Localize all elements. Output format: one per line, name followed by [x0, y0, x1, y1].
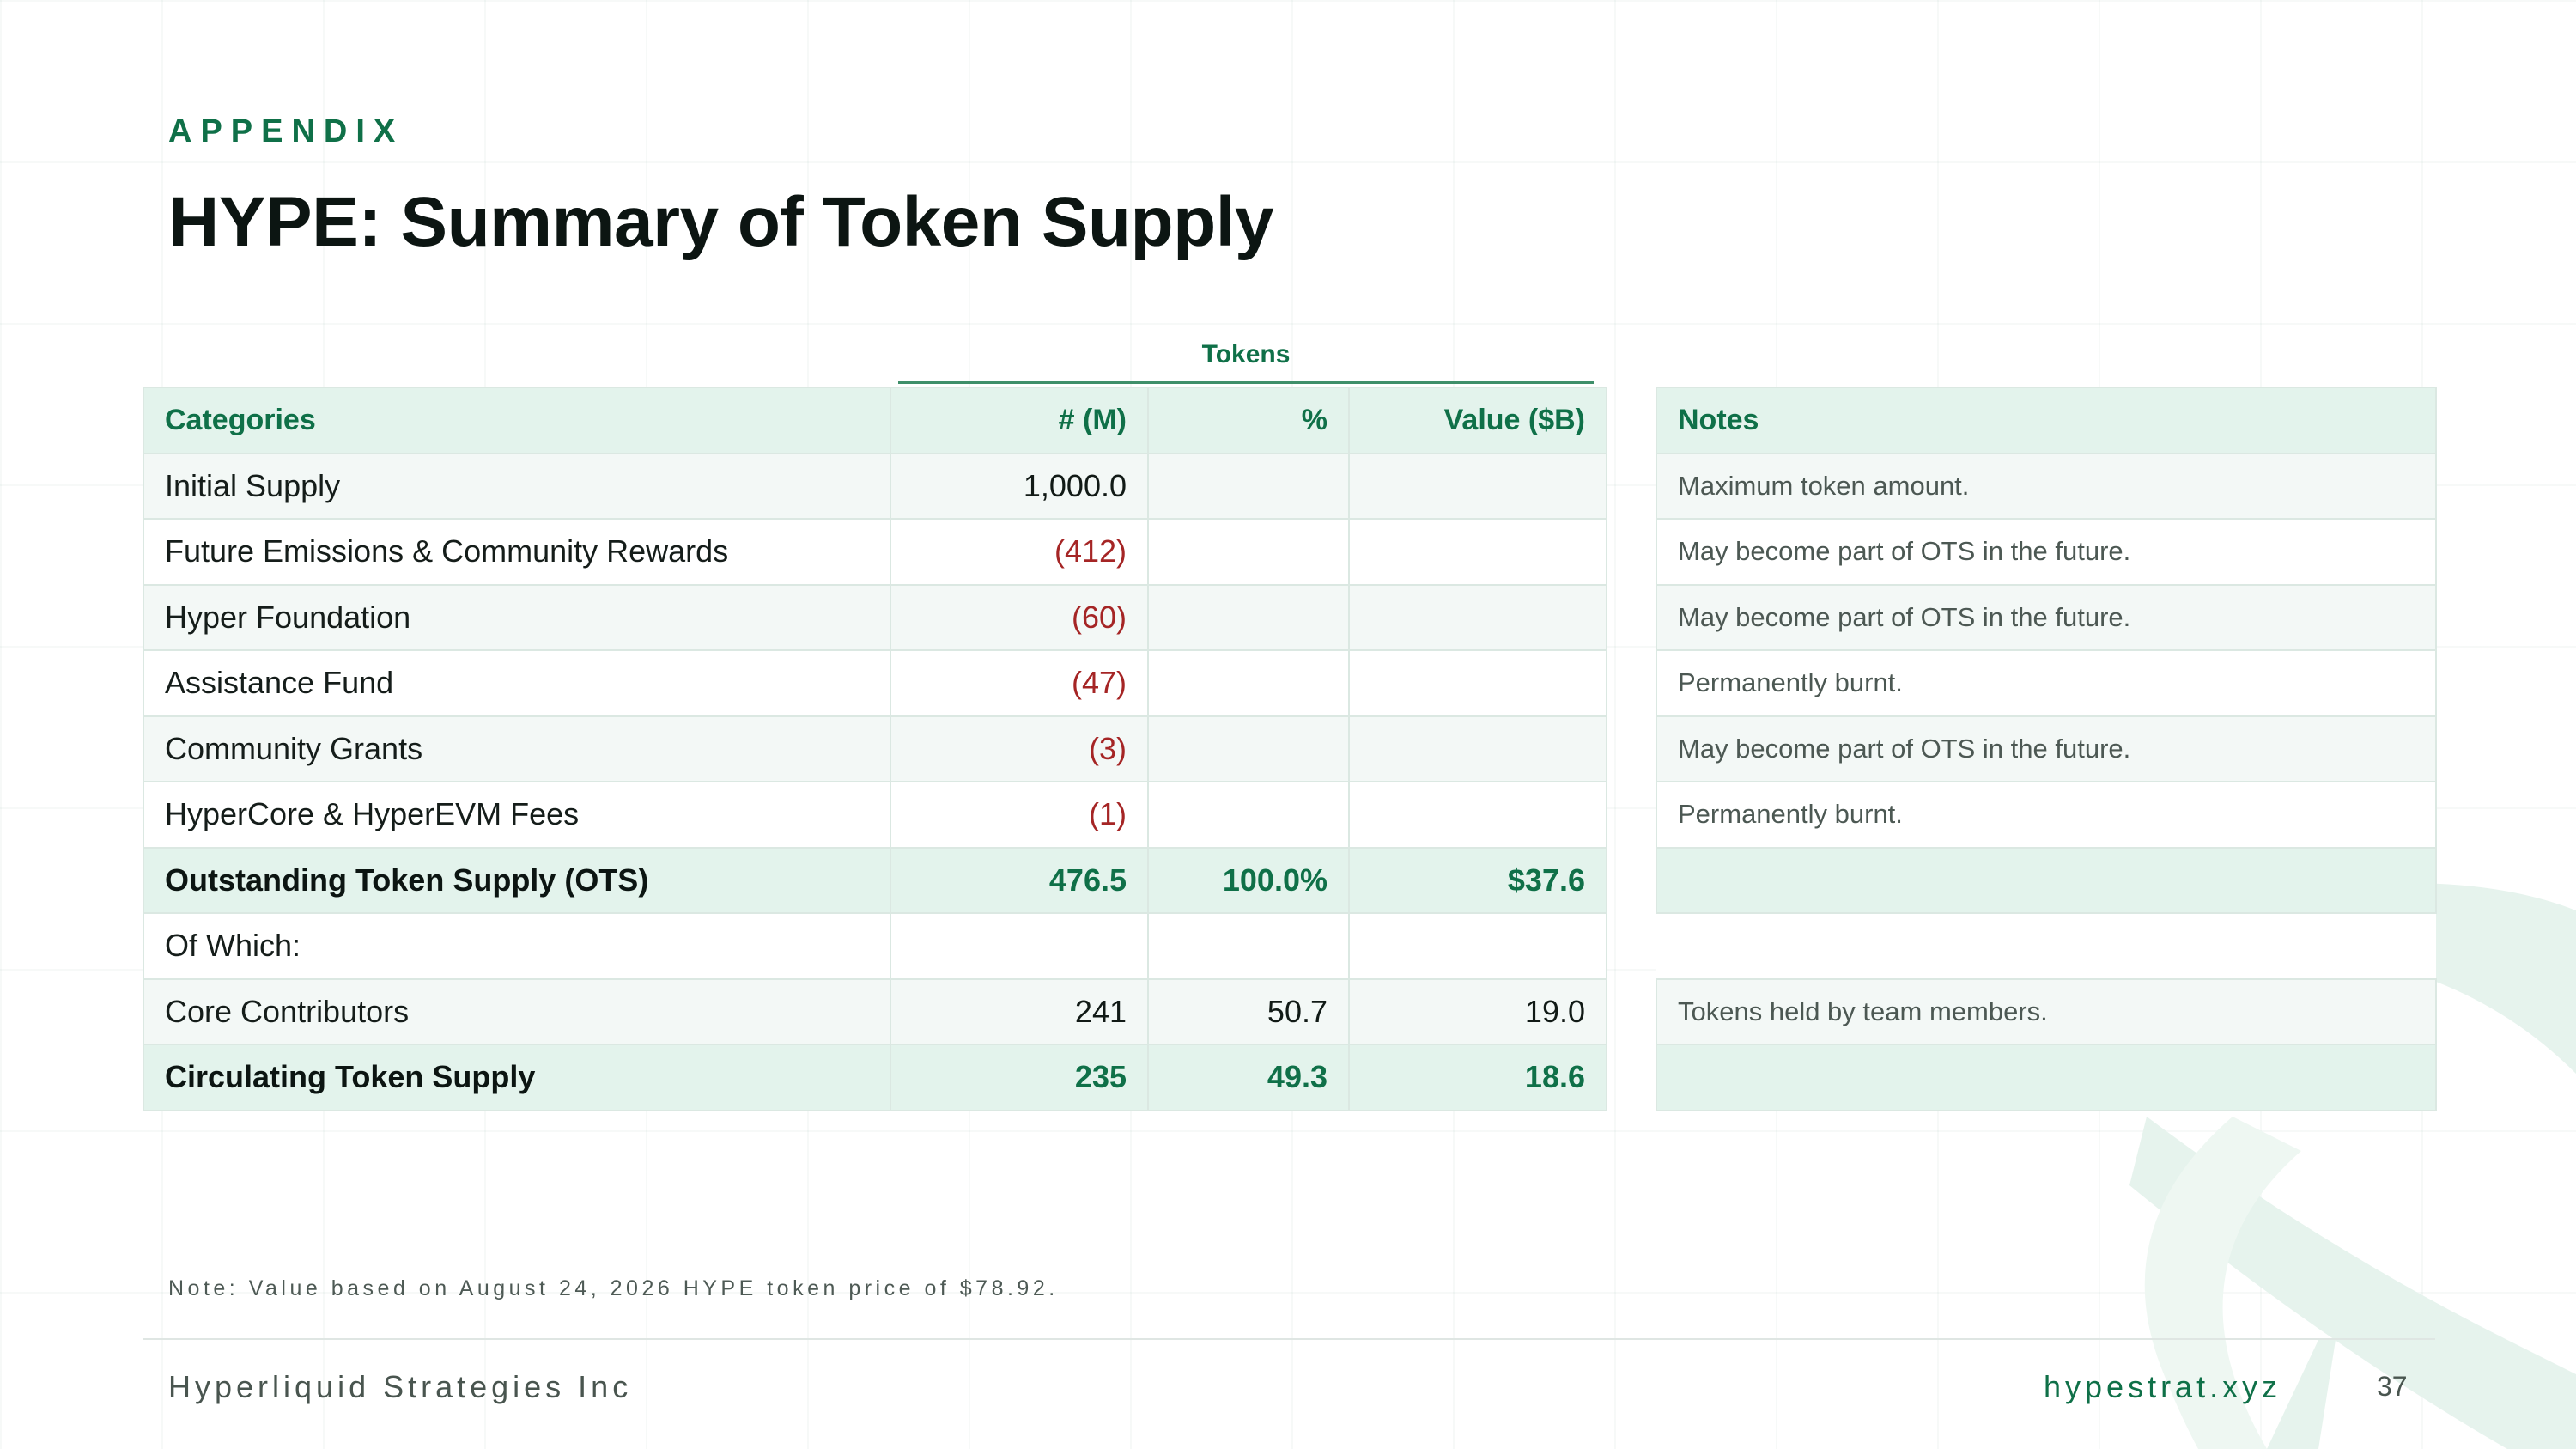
footer-website: hypestrat.xyz	[2044, 1369, 2282, 1404]
notes-row: Tokens held by team members.	[1656, 977, 2437, 1045]
row-count: (47)	[890, 649, 1149, 717]
row-category: Community Grants	[143, 715, 891, 782]
row-percent: 100.0%	[1147, 846, 1350, 914]
row-percent: 49.3	[1147, 1044, 1350, 1111]
note-text	[1656, 846, 2437, 914]
table-row: HyperCore & HyperEVM Fees (1)	[143, 781, 1607, 849]
row-percent	[1147, 452, 1350, 520]
row-percent	[1147, 715, 1350, 782]
table-row: Community Grants (3)	[143, 715, 1607, 782]
row-value	[1348, 715, 1607, 782]
row-value: $37.6	[1348, 846, 1607, 914]
note-text: May become part of OTS in the future.	[1656, 518, 2437, 586]
note-text	[1656, 912, 2436, 980]
notes-row: Permanently burnt.	[1656, 781, 2437, 849]
notes-row: Maximum token amount.	[1656, 452, 2437, 520]
header-categories: Categories	[143, 387, 891, 454]
row-value: 19.0	[1348, 977, 1607, 1045]
row-value	[1348, 452, 1607, 520]
row-value	[1348, 912, 1607, 980]
row-category: Core Contributors	[143, 977, 891, 1045]
row-value: 18.6	[1348, 1044, 1607, 1111]
page-number: 37	[2377, 1371, 2408, 1402]
row-value	[1348, 781, 1607, 849]
notes-row: May become part of OTS in the future.	[1656, 583, 2437, 651]
row-category: Of Which:	[143, 912, 891, 980]
row-percent	[1147, 912, 1350, 980]
table-row: Hyper Foundation (60)	[143, 583, 1607, 651]
notes-header-row: Notes	[1656, 387, 2437, 454]
row-percent	[1147, 518, 1350, 586]
note-text	[1656, 1044, 2437, 1111]
note-text: Permanently burnt.	[1656, 649, 2437, 717]
table-row-total: Circulating Token Supply 235 49.3 18.6	[143, 1044, 1607, 1111]
row-value	[1348, 649, 1607, 717]
row-count	[890, 912, 1149, 980]
table-row: Initial Supply 1,000.0	[143, 452, 1607, 520]
header-value: Value ($B)	[1348, 387, 1607, 454]
table-row-total: Outstanding Token Supply (OTS) 476.5 100…	[143, 846, 1607, 914]
table-row: Assistance Fund (47)	[143, 649, 1607, 717]
row-percent	[1147, 583, 1350, 651]
table-header-row: Categories # (M) % Value ($B)	[143, 387, 1607, 454]
notes-row	[1656, 912, 2436, 980]
row-count: (60)	[890, 583, 1149, 651]
notes-row: Permanently burnt.	[1656, 649, 2437, 717]
row-count: 476.5	[890, 846, 1149, 914]
row-value	[1348, 583, 1607, 651]
footer-company: Hyperliquid Strategies Inc	[168, 1369, 633, 1404]
header-percent: %	[1147, 387, 1350, 454]
page-title: HYPE: Summary of Token Supply	[168, 183, 1274, 261]
row-category: HyperCore & HyperEVM Fees	[143, 781, 891, 849]
row-category: Circulating Token Supply	[143, 1044, 891, 1111]
row-count: (3)	[890, 715, 1149, 782]
row-percent	[1147, 649, 1350, 717]
header-notes: Notes	[1656, 387, 2437, 454]
note-text: May become part of OTS in the future.	[1656, 715, 2437, 782]
row-category: Hyper Foundation	[143, 583, 891, 651]
section-eyebrow: APPENDIX	[168, 113, 404, 149]
footer-divider	[143, 1338, 2435, 1340]
tokens-group-underline	[898, 381, 1594, 384]
row-percent	[1147, 781, 1350, 849]
row-category: Future Emissions & Community Rewards	[143, 518, 891, 586]
table-row: Core Contributors 241 50.7 19.0	[143, 977, 1607, 1045]
note-text: May become part of OTS in the future.	[1656, 583, 2437, 651]
token-supply-table: Categories # (M) % Value ($B) Initial Su…	[143, 387, 1607, 1111]
row-category: Initial Supply	[143, 452, 891, 520]
table-row: Of Which:	[143, 912, 1607, 980]
note-text: Permanently burnt.	[1656, 781, 2437, 849]
notes-row: May become part of OTS in the future.	[1656, 518, 2437, 586]
row-percent: 50.7	[1147, 977, 1350, 1045]
notes-row	[1656, 1044, 2437, 1111]
row-count: 241	[890, 977, 1149, 1045]
row-category: Outstanding Token Supply (OTS)	[143, 846, 891, 914]
tokens-group-label: Tokens	[1201, 340, 1291, 368]
note-text: Maximum token amount.	[1656, 452, 2437, 520]
notes-row	[1656, 846, 2437, 914]
header-count: # (M)	[890, 387, 1149, 454]
row-value	[1348, 518, 1607, 586]
row-category: Assistance Fund	[143, 649, 891, 717]
notes-table: Notes Maximum token amount. May become p…	[1656, 387, 2437, 1111]
table-row: Future Emissions & Community Rewards (41…	[143, 518, 1607, 586]
row-count: 235	[890, 1044, 1149, 1111]
notes-row: May become part of OTS in the future.	[1656, 715, 2437, 782]
footnote: Note: Value based on August 24, 2026 HYP…	[168, 1276, 1059, 1300]
row-count: (412)	[890, 518, 1149, 586]
row-count: 1,000.0	[890, 452, 1149, 520]
row-count: (1)	[890, 781, 1149, 849]
note-text: Tokens held by team members.	[1656, 977, 2437, 1045]
